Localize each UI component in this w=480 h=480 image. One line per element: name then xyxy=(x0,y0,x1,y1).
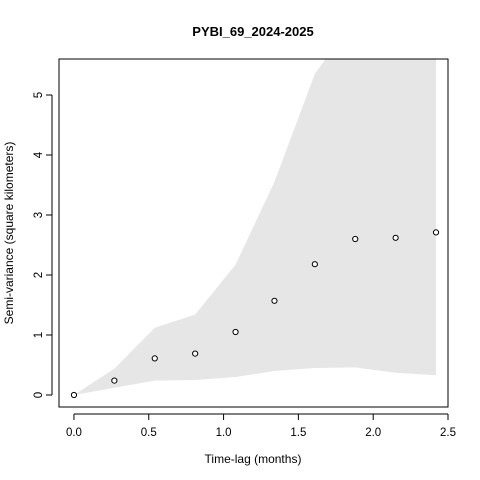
confidence-envelope xyxy=(74,59,436,395)
points-group xyxy=(70,229,440,399)
y-tick-label: 3 xyxy=(33,212,45,218)
x-tick-label: 0.0 xyxy=(66,427,82,439)
x-tick-label: 1.5 xyxy=(290,427,306,439)
y-tick-label: 5 xyxy=(33,92,45,98)
data-point xyxy=(70,391,78,399)
x-tick-label: 2.5 xyxy=(440,427,456,439)
y-axis: 0 1 2 3 4 5 xyxy=(33,92,53,398)
x-axis-label: Time-lag (months) xyxy=(205,452,302,466)
y-tick-label: 2 xyxy=(33,272,45,278)
data-point xyxy=(192,350,199,357)
y-tick-label: 1 xyxy=(33,332,45,338)
x-tick-label: 1.0 xyxy=(216,427,232,439)
y-tick-label: 4 xyxy=(33,151,45,158)
data-point xyxy=(432,229,440,236)
data-point xyxy=(311,261,318,268)
chart-title: PYBI_69_2024-2025 xyxy=(192,24,313,39)
x-tick-label: 2.0 xyxy=(365,427,381,439)
plot-frame xyxy=(58,58,449,408)
data-point xyxy=(271,297,278,304)
data-point xyxy=(151,355,158,362)
x-tick-label: 0.5 xyxy=(141,427,157,439)
x-axis: 0.0 0.5 1.0 1.5 2.0 2.5 xyxy=(66,413,456,439)
data-point xyxy=(352,235,359,243)
y-axis-label: Semi-variance (square kilometers) xyxy=(2,142,16,325)
data-point xyxy=(392,234,399,241)
data-point xyxy=(232,328,239,336)
plot-area xyxy=(58,58,449,408)
data-point xyxy=(111,377,118,384)
y-tick-label: 0 xyxy=(33,392,45,398)
